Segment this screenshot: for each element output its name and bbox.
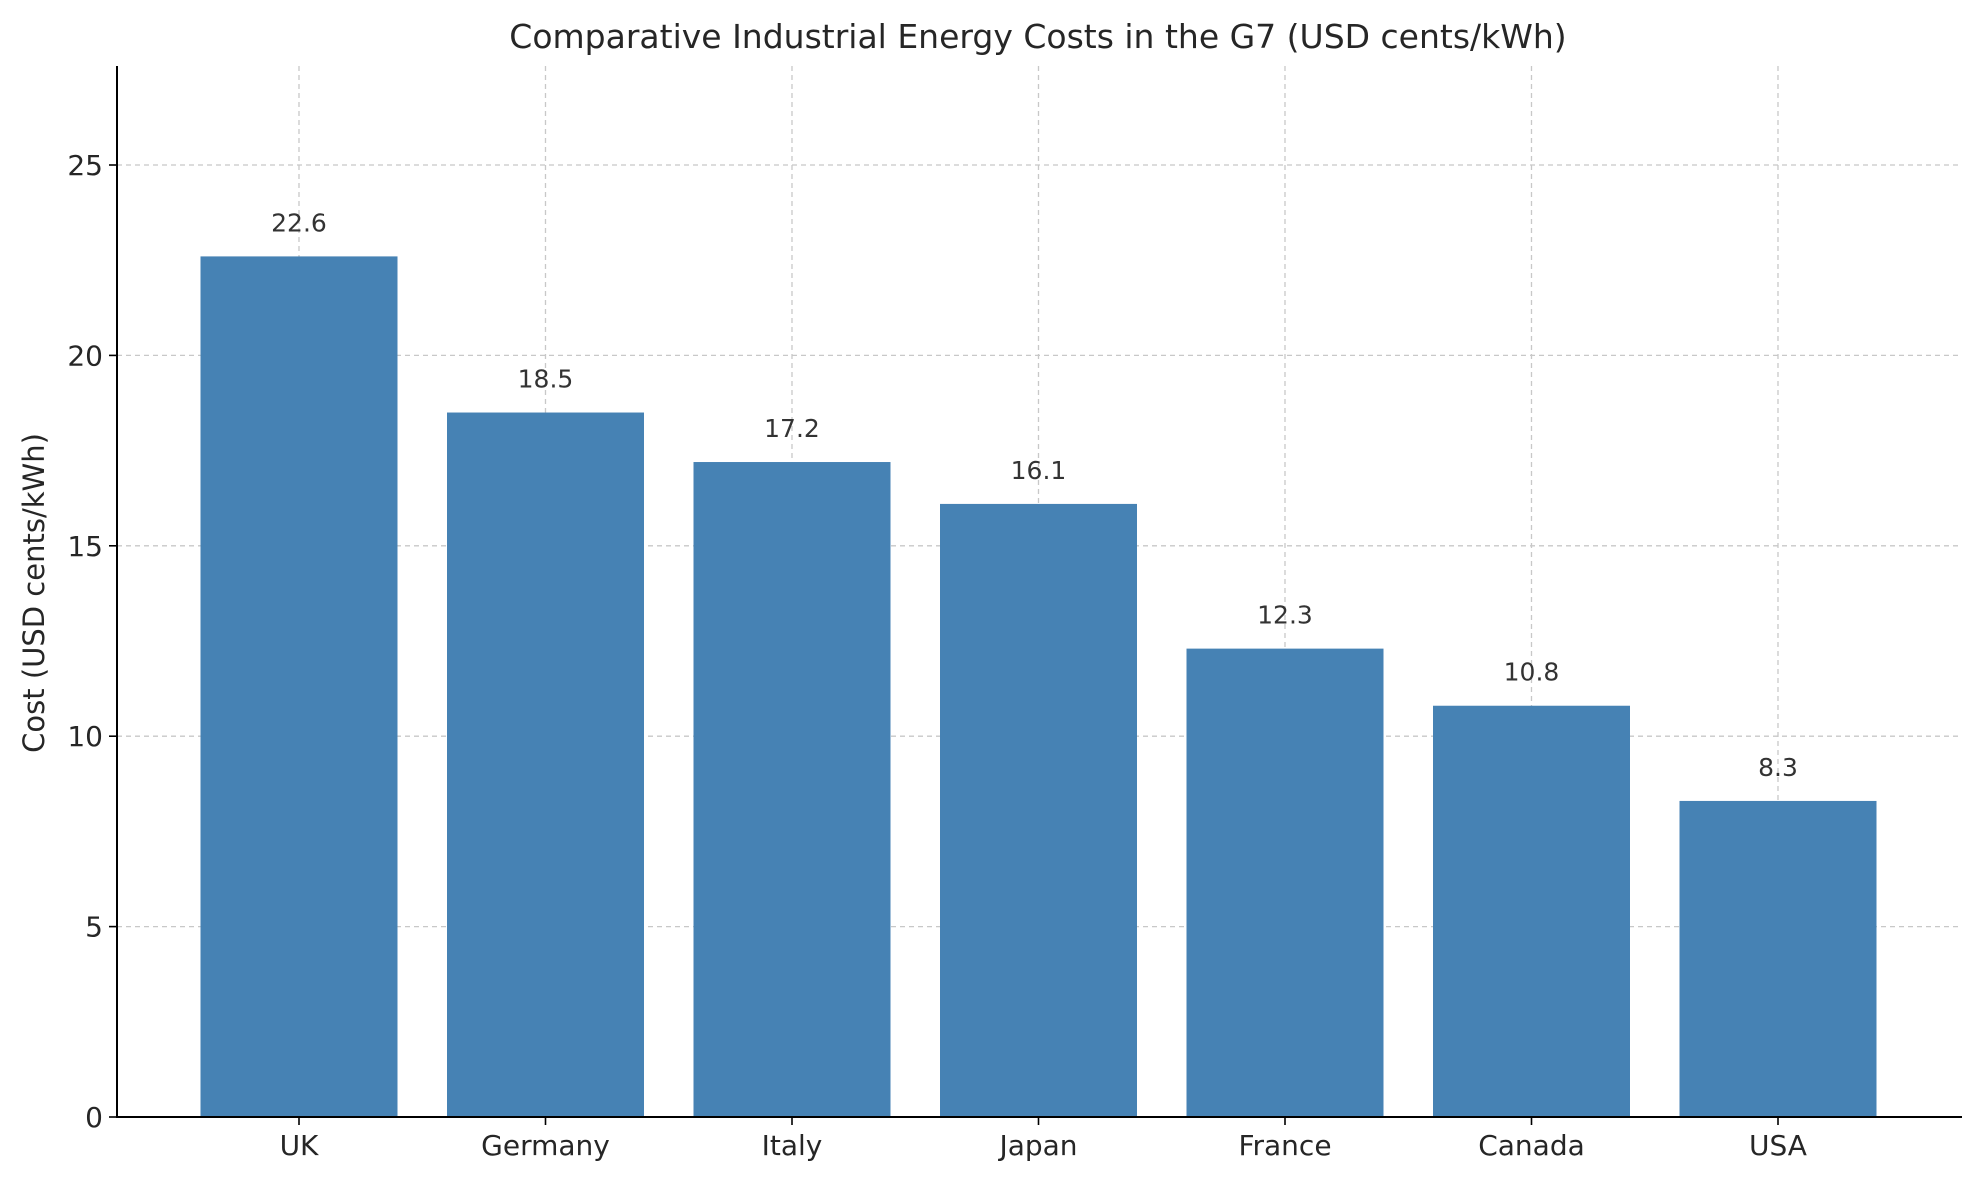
data-labels: 22.6 18.5 17.2 16.1 12.3 10.8 8.3	[271, 208, 1798, 782]
bar-uk	[200, 256, 398, 1117]
y-tick-label: 20	[67, 339, 103, 372]
y-tick-label: 25	[67, 149, 103, 182]
data-label-italy: 17.2	[764, 414, 820, 443]
bar-japan	[940, 503, 1137, 1118]
bar-italy	[693, 462, 891, 1117]
bar-germany	[447, 412, 644, 1117]
data-label-france: 12.3	[1257, 601, 1313, 630]
y-axis-ticks: 0 5 10 15 20 25	[67, 149, 117, 1134]
y-tick-label: 10	[67, 720, 103, 753]
x-tick-label-italy: Italy	[762, 1129, 823, 1162]
y-tick-label: 15	[67, 530, 103, 563]
chart-title: Comparative Industrial Energy Costs in t…	[509, 17, 1566, 56]
data-label-canada: 10.8	[1504, 658, 1560, 687]
bar-canada	[1433, 705, 1630, 1117]
x-tick-label-usa: USA	[1749, 1129, 1807, 1162]
x-tick-label-uk: UK	[280, 1129, 319, 1162]
data-label-uk: 22.6	[271, 208, 327, 237]
bar-usa	[1679, 800, 1877, 1117]
x-tick-label-germany: Germany	[481, 1129, 610, 1162]
y-tick-label: 0	[85, 1101, 103, 1134]
x-tick-label-canada: Canada	[1478, 1129, 1585, 1162]
y-tick-label: 5	[85, 911, 103, 944]
x-axis-ticks: UK Germany Italy Japan France Canada USA	[280, 1117, 1807, 1162]
x-tick-label-france: France	[1238, 1129, 1331, 1162]
bars	[200, 256, 1877, 1118]
y-axis-label: Cost (USD cents/kWh)	[17, 433, 51, 753]
data-label-japan: 16.1	[1011, 456, 1067, 485]
bar-france	[1186, 648, 1384, 1117]
data-label-usa: 8.3	[1758, 753, 1798, 782]
data-label-germany: 18.5	[518, 365, 574, 394]
x-tick-label-japan: Japan	[997, 1129, 1077, 1162]
